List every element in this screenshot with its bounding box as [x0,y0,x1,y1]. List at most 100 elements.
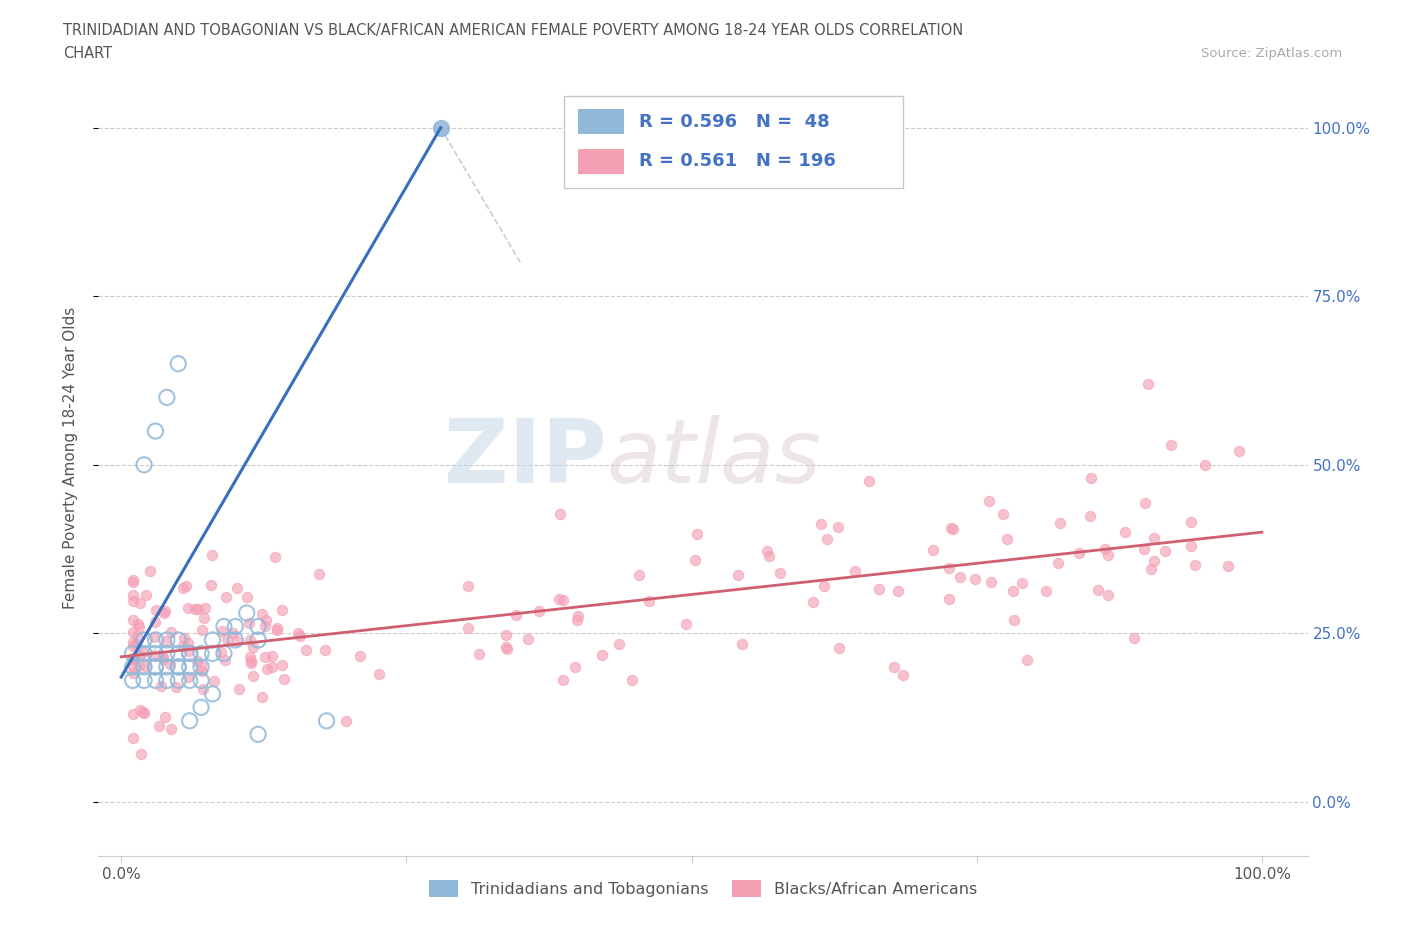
Point [186,653,208,668]
Point [121,731,143,746]
Point [1015,653,1038,668]
Point [254,618,277,633]
Point [1080,471,1102,485]
Point [145,632,167,647]
Point [121,634,143,649]
Point [1035,584,1057,599]
Point [686,526,709,541]
Point [165,680,187,695]
Point [727,567,749,582]
Point [121,650,143,665]
Point [145,659,167,674]
Point [215,590,238,604]
Point [1227,444,1250,458]
Point [132,659,155,674]
Point [527,604,550,618]
Point [813,578,835,593]
Point [1143,553,1166,568]
Point [131,705,153,720]
Point [1011,576,1033,591]
Point [145,424,167,439]
Point [828,641,851,656]
Point [314,643,336,658]
Point [1049,515,1071,530]
Text: TRINIDADIAN AND TOBAGONIAN VS BLACK/AFRICAN AMERICAN FEMALE POVERTY AMONG 18-24 : TRINIDADIAN AND TOBAGONIAN VS BLACK/AFRI… [63,23,963,38]
Point [132,632,155,647]
Point [191,682,214,697]
Point [179,646,201,661]
Point [827,519,849,534]
Point [1114,525,1136,539]
Point [247,632,270,647]
Point [173,631,195,645]
Point [201,646,224,661]
Point [965,571,987,586]
Point [883,659,905,674]
Point [143,648,166,663]
Point [266,622,288,637]
Point [1046,555,1069,570]
Point [145,673,167,688]
FancyBboxPatch shape [578,109,624,135]
Point [209,644,232,659]
Point [1078,509,1101,524]
Point [607,636,630,651]
Point [256,661,278,676]
Point [756,544,779,559]
Point [254,612,277,627]
Point [190,673,212,688]
Point [1180,539,1202,554]
Point [1069,546,1091,561]
Point [239,632,262,647]
Point [627,568,650,583]
Point [1087,582,1109,597]
Point [517,631,540,646]
Text: atlas: atlas [606,415,821,501]
Point [869,581,891,596]
Point [938,591,960,606]
Point [132,458,155,472]
Point [270,602,292,617]
Point [266,621,288,636]
Point [235,590,257,604]
Point [145,646,167,661]
Point [179,659,201,674]
Point [148,719,170,734]
Point [125,629,148,644]
Point [201,632,224,647]
Point [139,564,162,578]
Point [995,532,1018,547]
Point [1097,588,1119,603]
Point [177,669,200,684]
Point [1001,584,1024,599]
Y-axis label: Female Poverty Among 18-24 Year Olds: Female Poverty Among 18-24 Year Olds [63,307,77,609]
Point [457,620,479,635]
Point [142,630,165,644]
Text: R = 0.561   N = 196: R = 0.561 N = 196 [638,153,835,170]
Point [1132,541,1154,556]
Point [939,520,962,535]
Point [271,658,294,672]
Point [260,649,283,664]
Point [167,673,190,688]
Point [121,625,143,640]
Point [145,603,167,618]
Point [810,516,832,531]
Point [174,579,197,594]
Point [179,673,201,688]
Point [122,652,145,667]
Text: ZIP: ZIP [443,415,606,501]
Point [308,567,330,582]
Point [683,552,706,567]
Point [190,659,212,674]
Point [505,607,527,622]
Point [153,605,176,620]
Point [121,707,143,722]
Point [201,686,224,701]
Point [1194,458,1216,472]
Point [731,636,754,651]
Point [128,658,150,673]
Point [253,649,276,664]
Point [226,580,249,595]
Point [187,602,209,617]
